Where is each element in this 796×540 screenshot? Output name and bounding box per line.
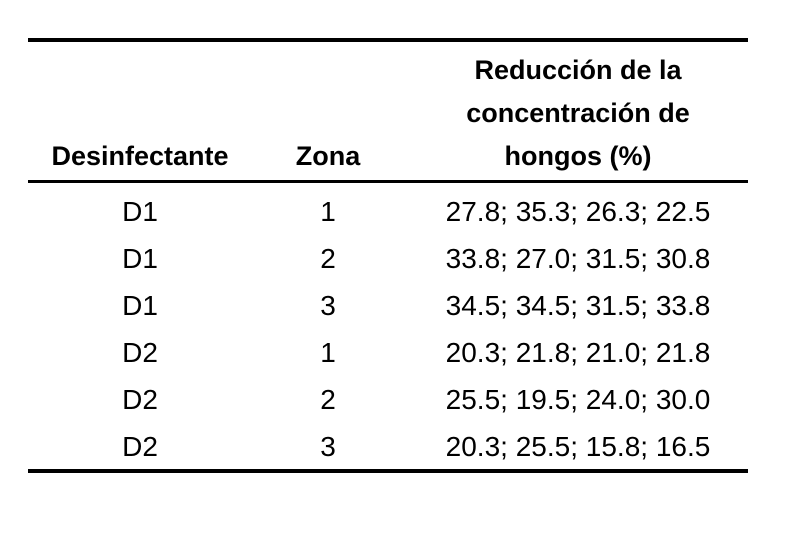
header-cell: Reducción de la concentración de hongos … [466, 55, 690, 171]
table-cell: 2 [320, 384, 336, 415]
table-cell: D1 [122, 290, 158, 321]
table-cell: 27.8; 35.3; 26.3; 22.5 [445, 196, 711, 227]
table-cell: 34.5; 34.5; 31.5; 33.8 [445, 290, 711, 321]
table-cell: 1 [320, 196, 336, 227]
table-cell: 25.5; 19.5; 24.0; 30.0 [445, 384, 711, 415]
table-cell: D2 [122, 337, 158, 368]
table-cell: 1 [320, 337, 336, 368]
table-cell: 3 [320, 431, 336, 462]
table-cell: 33.8; 27.0; 31.5; 30.8 [445, 243, 711, 274]
header-rule [28, 180, 748, 183]
table-cell: 2 [320, 243, 336, 274]
bottom-rule [28, 469, 748, 473]
header-cell: Zona [295, 141, 361, 171]
table-cell: D1 [122, 196, 158, 227]
top-rule [28, 38, 748, 42]
table-cell: 20.3; 21.8; 21.0; 21.8 [445, 337, 711, 368]
table-cell: D2 [122, 431, 158, 462]
header-cell: Desinfectante [51, 141, 229, 171]
table-cell: D1 [122, 243, 158, 274]
table-cell: D2 [122, 384, 158, 415]
table-cell: 3 [320, 290, 336, 321]
table-cell: 20.3; 25.5; 15.8; 16.5 [445, 431, 711, 462]
